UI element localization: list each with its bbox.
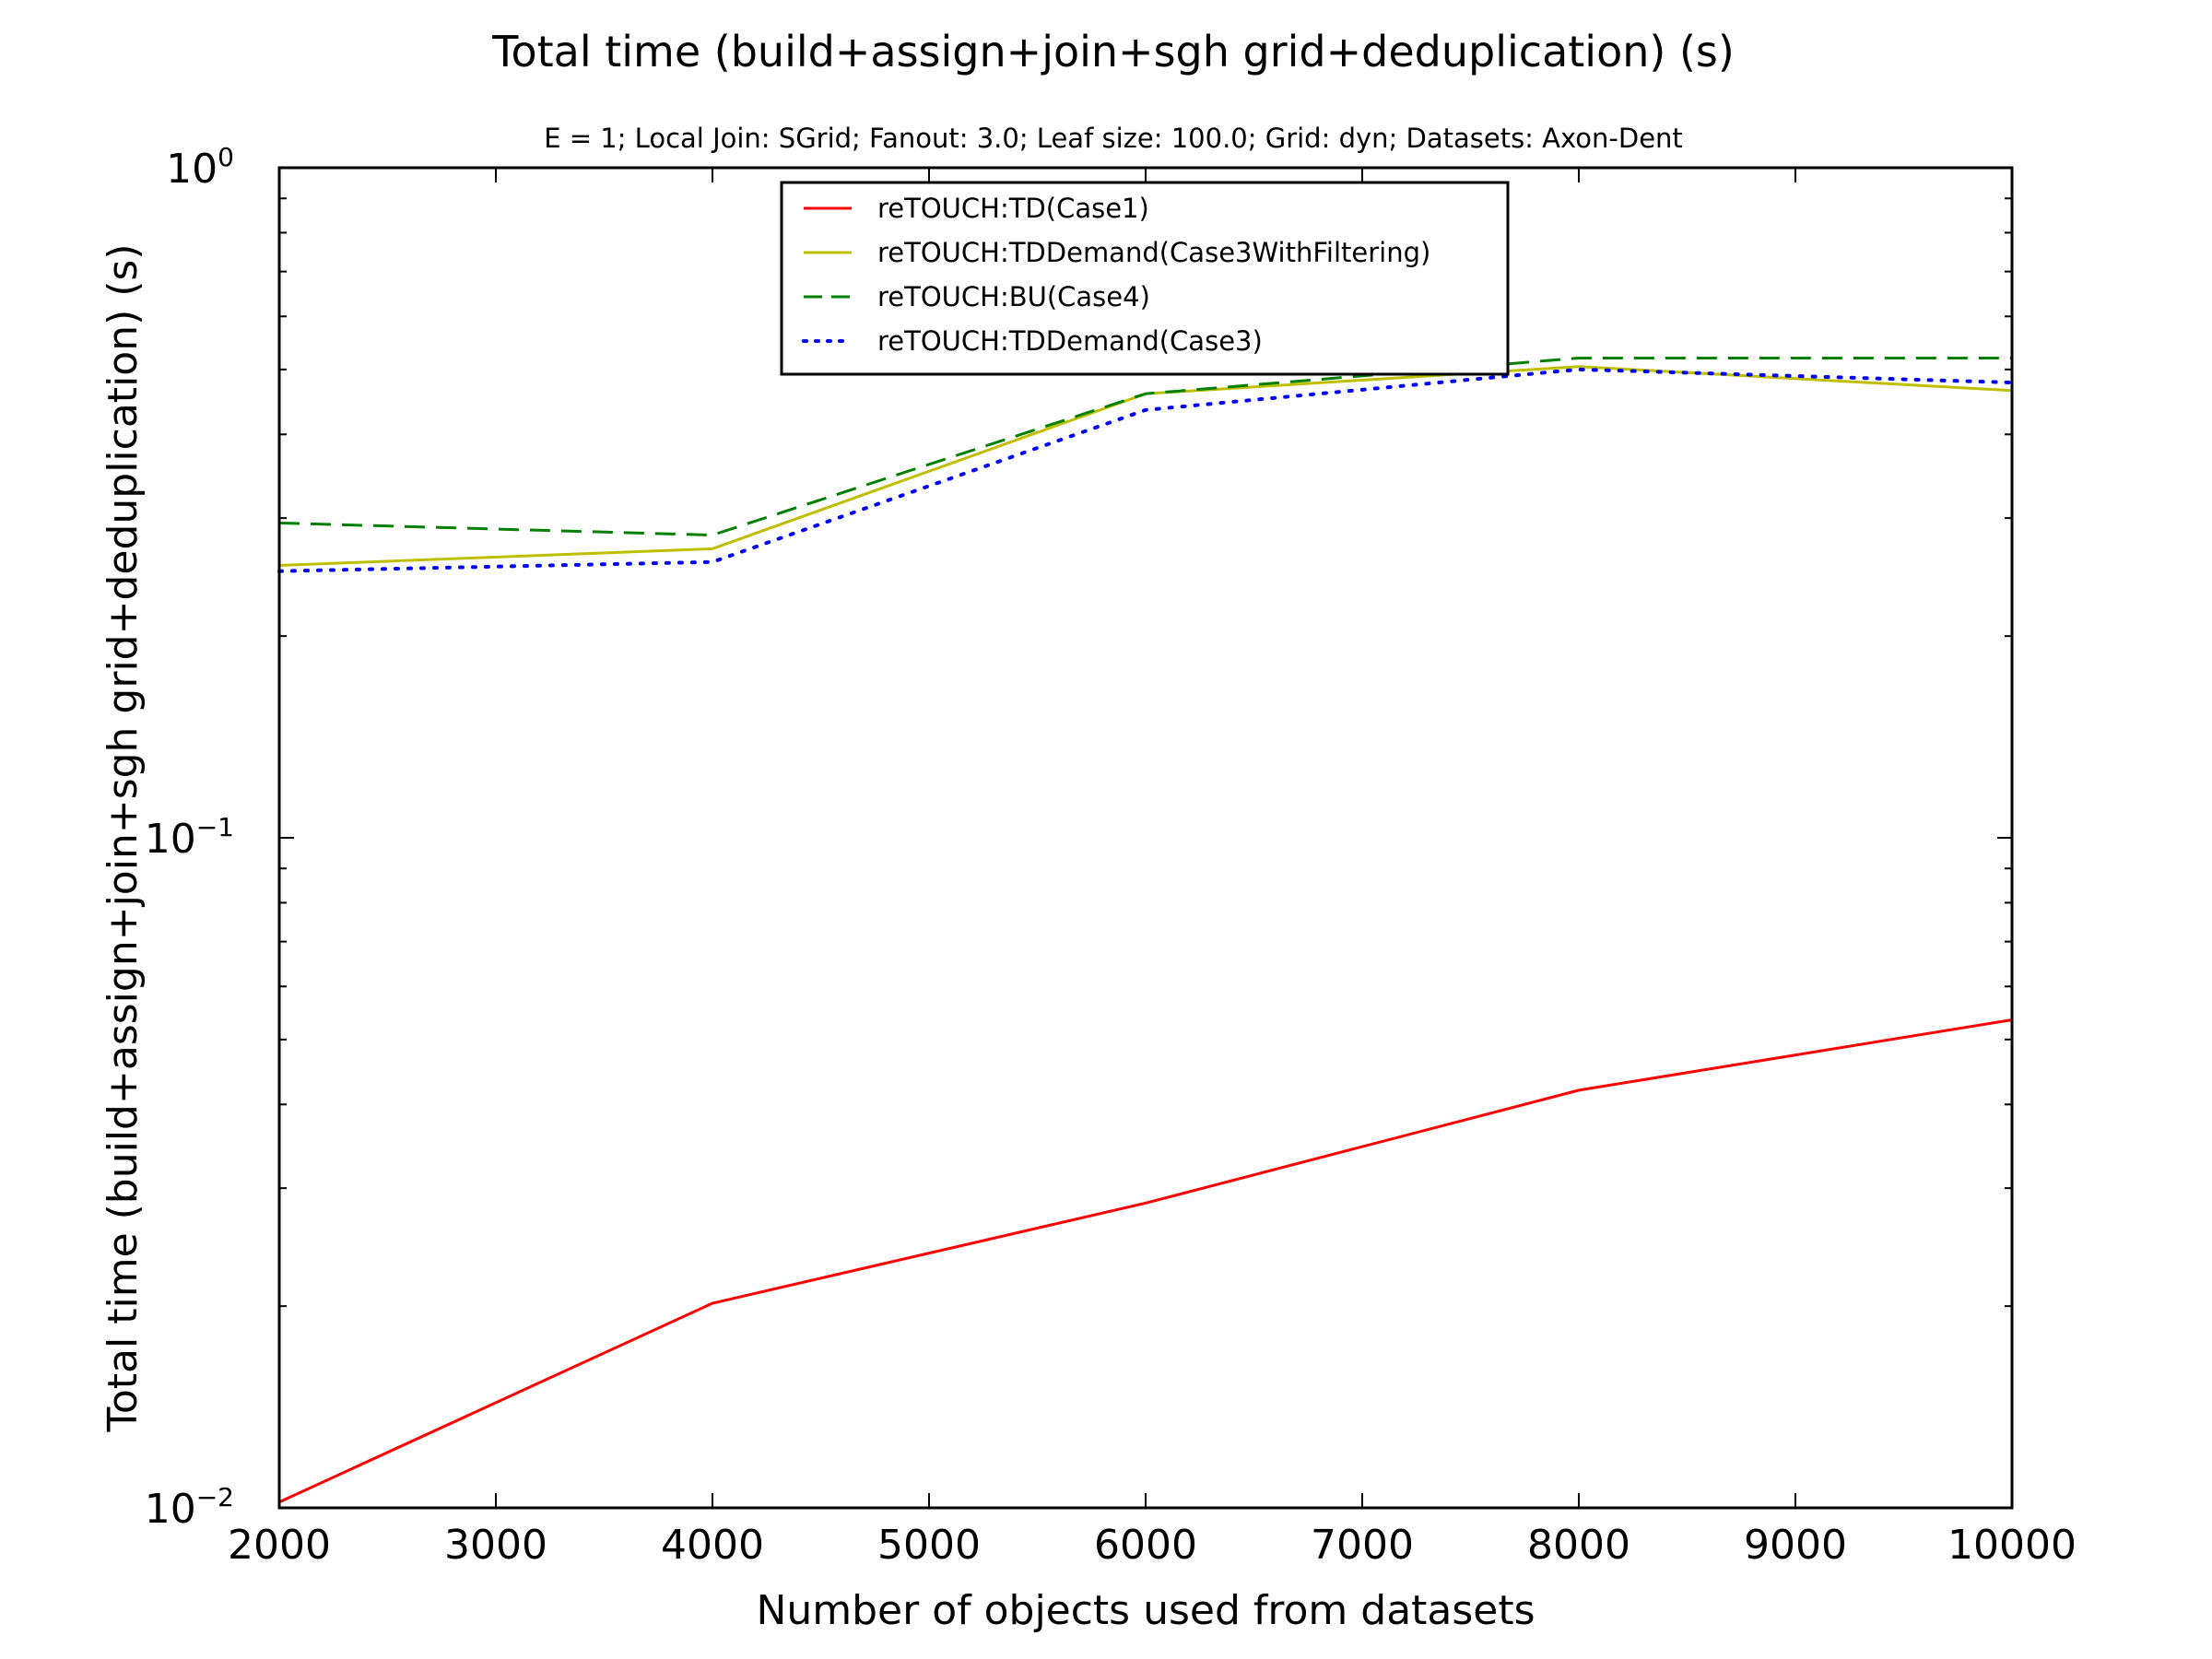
legend-label: reTOUCH:BU(Case4) (877, 281, 1150, 312)
legend-label: reTOUCH:TDDemand(Case3) (877, 325, 1263, 357)
series-line-2 (278, 356, 2012, 537)
series-lines (277, 356, 2014, 1504)
x-tick-label: 10000 (1947, 1522, 2077, 1569)
legend-label: reTOUCH:TDDemand(Case3WithFiltering) (877, 237, 1430, 268)
x-tick-label: 7000 (1311, 1522, 1414, 1569)
plot-frame (277, 166, 2014, 1510)
legend-label: reTOUCH:TD(Case1) (877, 193, 1149, 224)
plot-area (279, 168, 2012, 1508)
series-line-0 (278, 1018, 2013, 1504)
x-tick-label: 5000 (877, 1522, 981, 1569)
y-tick-label: 10−2 (145, 1482, 234, 1533)
x-tick-label: 4000 (661, 1522, 764, 1569)
x-tick-label: 9000 (1744, 1522, 1847, 1569)
legend-box (780, 181, 1510, 376)
y-tick-label: 10−1 (145, 812, 234, 863)
chart-title: Total time (build+assign+join+sgh grid+d… (491, 27, 1735, 76)
y-axis-label: Total time (build+assign+join+sgh grid+d… (100, 243, 147, 1432)
y-tick-label: 100 (166, 142, 234, 193)
legend: reTOUCH:TD(Case1) reTOUCH:TDDemand(Case3W… (780, 181, 1510, 376)
x-tick-label: 3000 (444, 1522, 547, 1569)
series-line-3 (277, 367, 2014, 573)
x-axis-label: Number of objects used from datasets (756, 1587, 1535, 1634)
tick-labels: 2000 3000 4000 5000 6000 7000 8000 9000 10000 100… (145, 142, 2077, 1569)
chart-subtitle: E = 1; Local Join: SGrid; Fanout: 3.0; L… (544, 123, 1683, 154)
x-tick-label: 2000 (228, 1522, 331, 1569)
x-tick-label: 8000 (1527, 1522, 1630, 1569)
x-tick-label: 6000 (1094, 1522, 1197, 1569)
